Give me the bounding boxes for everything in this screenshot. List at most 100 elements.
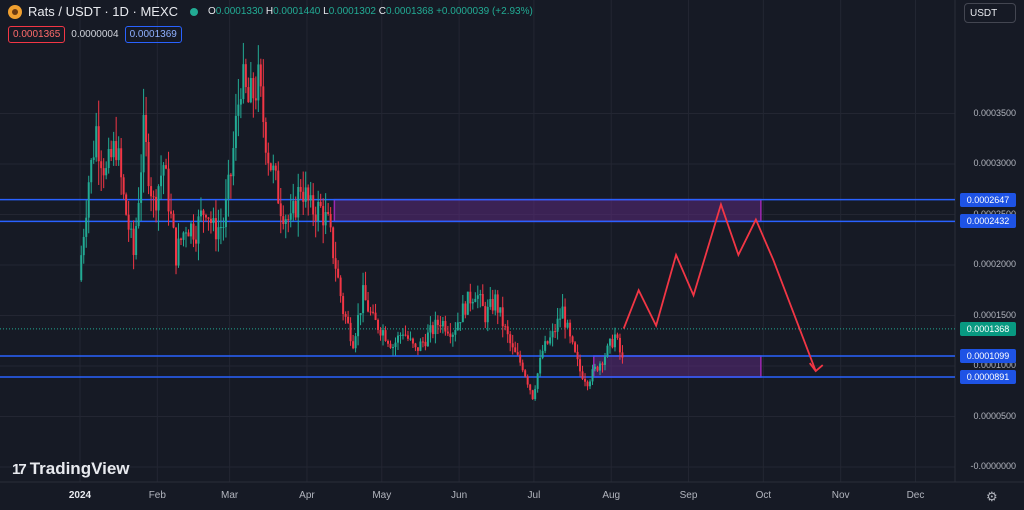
- candle-body: [461, 303, 464, 323]
- candle-body: [456, 322, 459, 331]
- candle-body: [302, 191, 305, 202]
- candle-body: [337, 268, 340, 278]
- symbol-title[interactable]: Rats / USDT · 1D · MEXC: [28, 4, 179, 19]
- candle-body: [142, 114, 145, 173]
- price-tick-label: -0.0000000: [970, 461, 1016, 471]
- candle-body: [97, 126, 100, 162]
- candle-body: [107, 149, 110, 169]
- candle-body: [541, 350, 544, 358]
- candle-body: [406, 335, 409, 339]
- gear-icon[interactable]: ⚙: [986, 489, 998, 504]
- candle-body: [544, 341, 547, 351]
- price-tick-label: 0.0000500: [973, 410, 1016, 421]
- candle-body: [374, 312, 377, 320]
- candle-body: [182, 232, 185, 240]
- candle-body: [414, 343, 417, 348]
- candle-body: [224, 198, 227, 228]
- candle-body: [364, 285, 367, 301]
- change-value: +0.0000039 (+2.93%): [436, 6, 533, 17]
- candle-body: [237, 104, 240, 116]
- supply-demand-zone-1: [333, 198, 762, 223]
- candle-body: [606, 345, 609, 357]
- candle-body: [274, 165, 277, 171]
- tradingview-logo[interactable]: 17 TradingView: [12, 459, 130, 479]
- candle-body: [332, 227, 335, 259]
- open-value: 0.0001330: [215, 6, 264, 17]
- candle-body: [596, 366, 599, 371]
- candle-body: [511, 343, 514, 348]
- chart-header: Rats / USDT · 1D · MEXC O0.0001330 H0.00…: [8, 4, 533, 19]
- candle-body: [177, 238, 180, 266]
- candle-body: [576, 351, 579, 360]
- candle-body: [292, 200, 295, 214]
- candle-body: [267, 152, 270, 164]
- candle-body: [249, 78, 252, 103]
- candle-body: [192, 223, 195, 240]
- candle-body: [516, 352, 519, 355]
- sell-button[interactable]: 0.0001365: [8, 26, 66, 43]
- candle-body: [212, 218, 215, 224]
- candle-body: [519, 354, 522, 363]
- candle-body: [551, 331, 554, 338]
- candle-body: [584, 378, 587, 382]
- candle-body: [219, 227, 222, 229]
- candle-body: [125, 194, 128, 215]
- candle-body: [616, 334, 619, 338]
- candle-body: [297, 186, 300, 218]
- candle-body: [319, 201, 322, 207]
- time-tick-label: Oct: [755, 490, 772, 501]
- candle-body: [476, 295, 479, 299]
- candle-body: [317, 201, 320, 222]
- arrow-head-icon: [809, 362, 824, 373]
- time-tick-label: Nov: [831, 490, 850, 501]
- candle-body: [396, 335, 399, 343]
- candle-body: [167, 168, 170, 212]
- candle-body: [581, 371, 584, 379]
- time-tick-label: Apr: [299, 490, 315, 501]
- candle-body: [362, 285, 365, 314]
- candle-body: [342, 296, 345, 315]
- candle-body: [449, 333, 452, 337]
- candle-body: [199, 210, 202, 217]
- candle-body: [603, 356, 606, 365]
- candle-body: [329, 214, 332, 228]
- candle-body: [529, 384, 532, 391]
- time-tick-label: Aug: [602, 490, 621, 501]
- candle-body: [451, 334, 454, 337]
- candle-body: [140, 172, 143, 203]
- candle-body: [496, 294, 499, 313]
- candle-body: [80, 255, 83, 281]
- candle-body: [389, 343, 392, 348]
- candle-body: [257, 64, 260, 101]
- close-value: 0.0001368: [386, 6, 434, 17]
- candle-body: [324, 212, 327, 226]
- candle-body: [137, 202, 140, 227]
- candle-body: [120, 148, 123, 178]
- candle-body: [180, 238, 183, 240]
- time-tick-label: Sep: [679, 490, 698, 501]
- time-tick-label: Feb: [148, 490, 166, 501]
- candle-body: [87, 182, 90, 218]
- candle-body: [145, 114, 148, 143]
- candle-body: [549, 337, 552, 344]
- candle-body: [384, 330, 387, 341]
- candle-body: [399, 334, 402, 336]
- time-tick-label: Mar: [221, 490, 239, 501]
- candle-body: [269, 163, 272, 171]
- candle-body: [279, 203, 282, 217]
- buy-button[interactable]: 0.0001369: [124, 26, 182, 43]
- high-label: H: [265, 6, 274, 17]
- close-label: C: [378, 6, 387, 17]
- candle-body: [82, 236, 85, 256]
- currency-selector[interactable]: USDT: [964, 3, 1016, 23]
- candle-body: [416, 347, 419, 351]
- candle-body: [122, 177, 125, 195]
- candle-body: [531, 390, 534, 400]
- candle-body: [434, 319, 437, 335]
- candle-body: [421, 341, 424, 343]
- candle-body: [130, 228, 133, 230]
- spread-value: 0.0000004: [71, 29, 119, 40]
- candle-body: [309, 195, 312, 201]
- candle-body: [526, 376, 529, 385]
